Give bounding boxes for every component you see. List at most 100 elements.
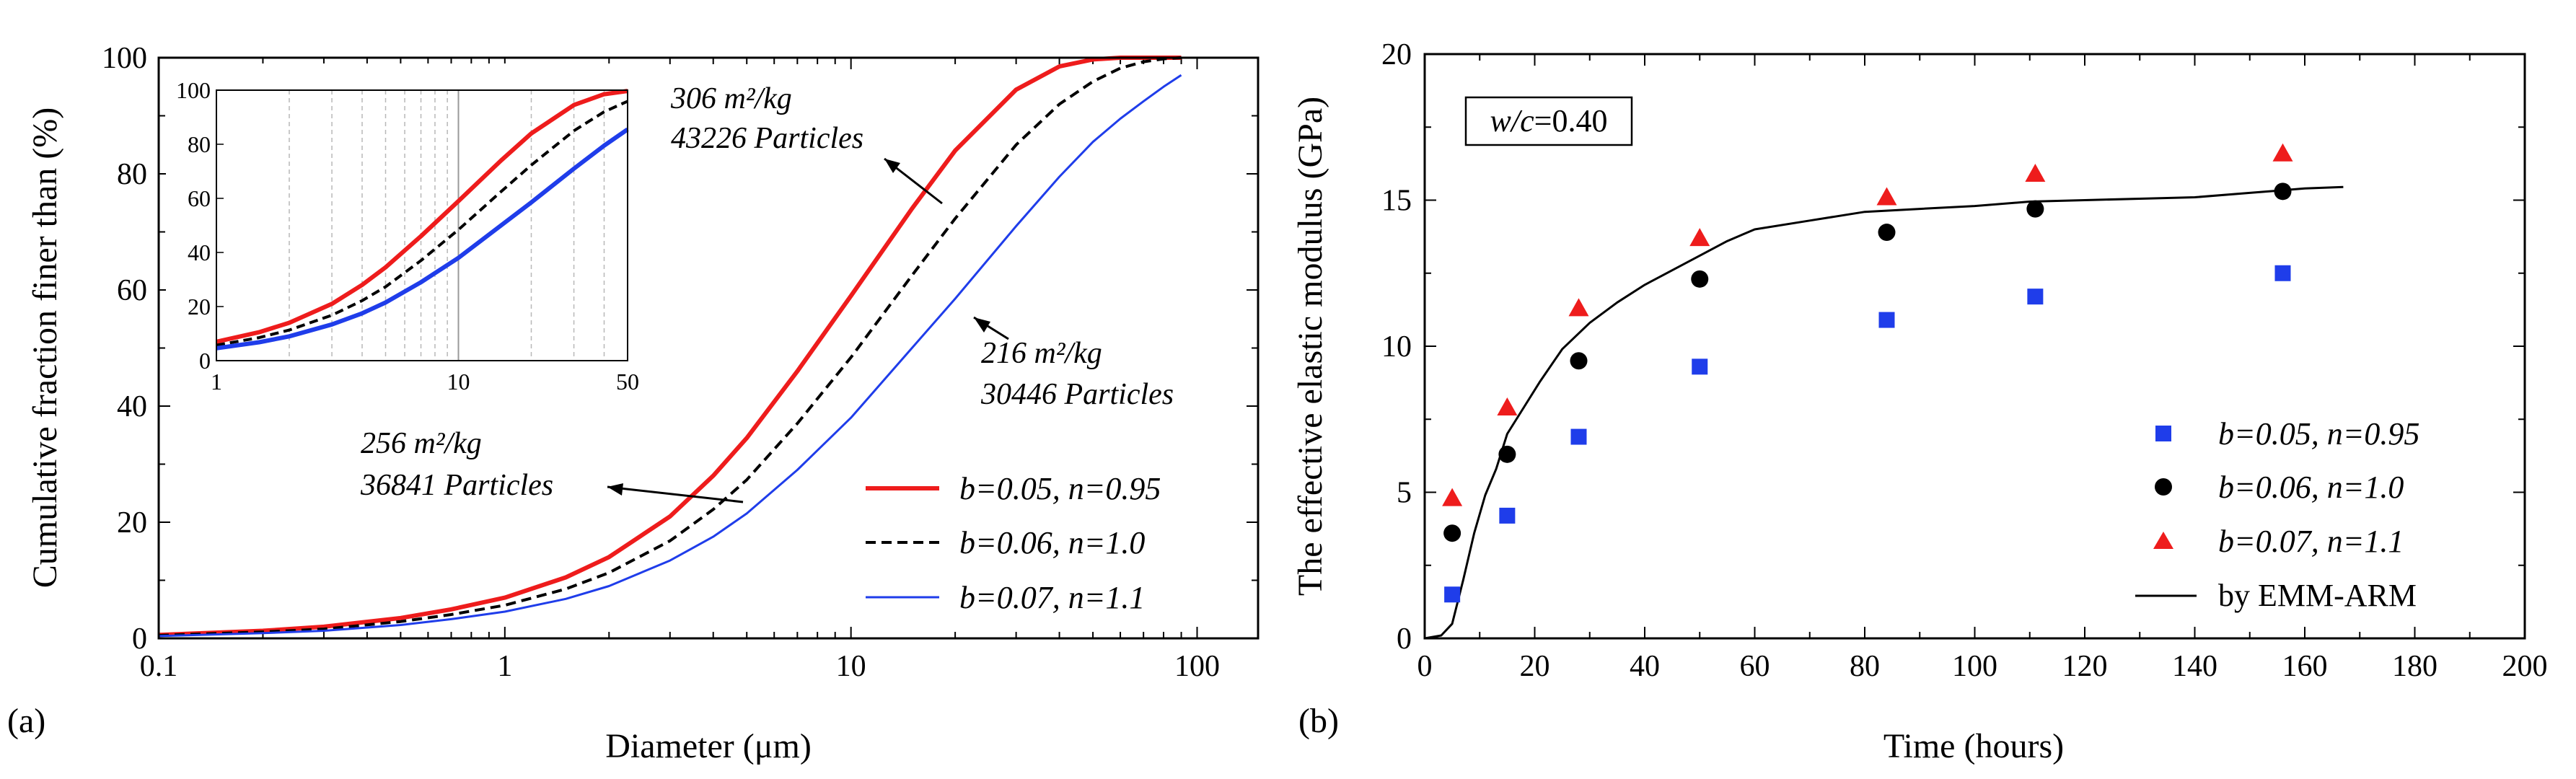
legend-b-label-1: b=0.05, n=0.95 [2218,416,2419,452]
wc-textbox-frame [1464,96,1633,146]
inset-x-tick-label: 50 [616,369,639,395]
x-tick-label: 80 [1850,650,1880,683]
data-point-triangle [1497,397,1518,416]
data-point-square [1878,312,1895,328]
annotation-216: 216 m²/kg 30446 Particles [973,316,1174,411]
legend-b-label-4: by EMM-ARM [2218,578,2417,613]
data-point-square [2274,265,2291,281]
inset-tick-labels: 1 10 50 0 20 40 60 80 100 [176,77,639,395]
chart-a-y-tick-labels: 0 20 40 60 80 100 [102,42,147,656]
chart-a-inset: 1 10 50 0 20 40 60 80 100 [166,63,639,395]
inset-plot-frame [216,89,628,361]
data-point-circle [1498,445,1516,463]
data-point-circle [1570,352,1588,370]
legend-b-label-2: b=0.06, n=1.0 [2218,470,2404,505]
x-tick-label: 120 [2062,650,2108,683]
data-point-circle [1443,524,1461,542]
chart-a-y-axis-label: Cumulative fraction finer than (%) [26,107,64,588]
data-point-triangle [1442,488,1463,506]
inset-y-tick-label: 60 [188,185,211,211]
x-tick-label: 40 [1630,650,1660,683]
annotation-306-arrowhead [884,159,900,173]
inset-x-tick-label: 10 [447,369,470,395]
x-tick-label: 100 [1952,650,1997,683]
inset-y-tick-label: 100 [176,77,211,103]
x-tick-label: 60 [1740,650,1770,683]
inset-x-tick-label: 1 [211,369,222,395]
emm-arm-line [1424,185,2344,640]
y-tick-label: 80 [117,158,147,191]
y-tick-label: 100 [102,42,147,75]
legend-b-marker-triangle [2153,532,2173,549]
data-point-square [1570,428,1587,445]
x-tick-label: 200 [2502,650,2548,683]
series-line-3 [158,74,1182,638]
annotation-256-line1: 256 m²/kg [361,427,482,460]
inset-y-tick-label: 80 [188,131,211,157]
chart-b-x-tick-labels: 0 20 40 60 80 100 120 140 160 180 200 [1417,650,2548,683]
x-tick-label: 0 [1417,650,1433,683]
annotation-256-arrowhead [607,483,623,496]
legend-a-label-2: b=0.06, n=1.0 [959,525,1145,560]
legend-b-label-3: b=0.07, n=1.1 [2218,524,2404,559]
chart-b-panel-label: (b) [1298,702,1339,740]
data-point-square [1692,358,1708,375]
chart-a-panel-label: (a) [7,702,45,740]
y-tick-label: 20 [117,506,147,540]
x-tick-label: 140 [2172,650,2217,683]
annotation-256-line2: 36841 Particles [360,469,553,502]
y-tick-label: 5 [1397,477,1412,510]
x-tick-label: 100 [1174,650,1220,683]
inset-y-tick-label: 40 [188,239,211,265]
inset-y-tick-label: 0 [199,348,211,374]
data-point-circle [2274,182,2292,201]
chart-b-series [1424,143,2344,640]
chart-b-y-axis-label: The effective elastic modulus (GPa) [1291,97,1329,596]
y-tick-label: 20 [1381,38,1412,71]
data-point-square [2027,289,2044,305]
chart-b-plot-frame [1423,53,2526,640]
data-point-circle [1691,270,1709,288]
data-point-triangle [2272,143,2293,162]
inset-series-line-2 [216,100,628,347]
inset-series-line-1 [216,89,628,344]
inset-series-line-3 [216,127,629,351]
inset-y-tick-label: 20 [188,294,211,320]
annotation-216-line1: 216 m²/kg [981,337,1102,370]
chart-b-y-tick-labels: 0 5 10 15 20 [1381,38,1412,656]
wc-textbox-text: w/c=0.40 [1490,103,1608,138]
data-point-circle [1878,224,1896,242]
chart-a-legend: b=0.05, n=0.95 b=0.06, n=1.0 b=0.07, n=1… [866,471,1161,615]
data-point-triangle [2025,164,2046,182]
data-point-circle [2026,200,2044,218]
x-tick-label: 20 [1520,650,1550,683]
data-point-triangle [1689,228,1710,247]
y-tick-label: 10 [1381,330,1412,364]
chart-a-plot-frame [157,56,1260,640]
y-tick-label: 0 [132,622,147,656]
y-tick-label: 0 [1397,622,1412,656]
wc-textbox-italic: w/c [1490,103,1535,138]
chart-a-x-axis-label: Diameter (μm) [605,727,812,765]
data-point-triangle [1876,187,1897,206]
y-tick-label: 40 [117,390,147,423]
chart-b: 0 20 40 60 80 100 120 140 160 180 200 0 5 10 15 20 Tim… [1291,38,2548,765]
data-point-square [1444,586,1461,603]
wc-textbox-value: =0.40 [1534,103,1608,138]
x-tick-label: 10 [836,650,866,683]
annotation-216-line2: 30446 Particles [980,378,1174,411]
chart-b-x-axis-label: Time (hours) [1883,727,2064,765]
y-tick-label: 60 [117,274,147,307]
x-tick-label: 180 [2392,650,2437,683]
annotation-306-line2: 43226 Particles [671,122,863,155]
x-tick-label: 1 [497,650,512,683]
annotation-306-line1: 306 m²/kg [670,82,792,115]
chart-a-x-tick-labels: 0.1 1 10 100 [140,650,1220,683]
annotation-306: 306 m²/kg 43226 Particles [670,82,943,205]
legend-b-marker-square [2155,426,2171,441]
chart-b-legend: b=0.05, n=0.95 b=0.06, n=1.0 b=0.07, n=1… [2135,416,2419,613]
data-point-triangle [1568,298,1589,317]
legend-b-marker-circle [2155,478,2172,496]
legend-a-label-3: b=0.07, n=1.1 [959,580,1145,615]
